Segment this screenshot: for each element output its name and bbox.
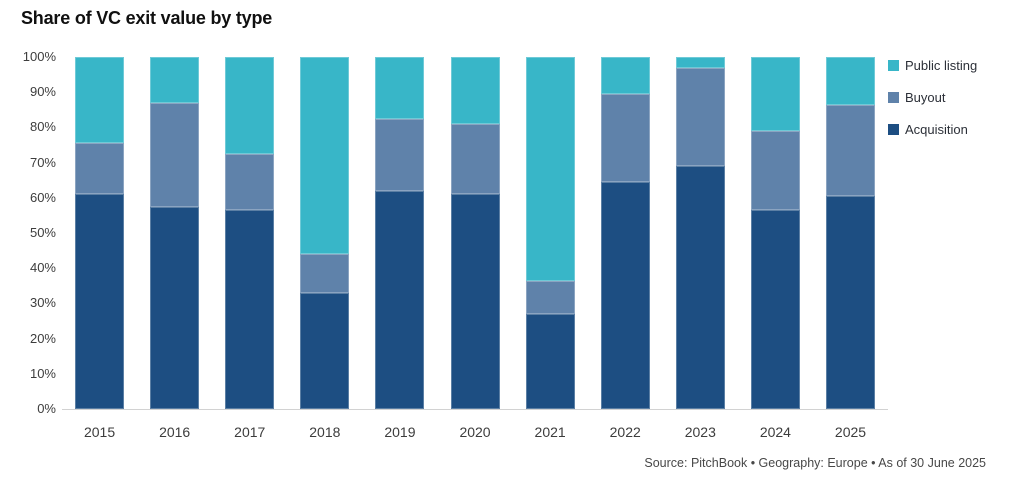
x-axis-label: 2018 [309,424,341,440]
legend-swatch-buyout [888,91,899,103]
segment-acquisition [675,166,725,409]
y-tick-label: 80% [29,119,56,135]
segment-buyout [375,118,425,191]
segment-buyout [675,67,725,167]
bar-group-2024 [738,57,813,409]
segment-acquisition [825,196,875,409]
stacked-bar-2017 [225,57,275,409]
segment-buyout [825,104,875,197]
stacked-bar-2019 [375,57,425,409]
plot-area [62,57,888,410]
legend-swatch-public-listing [888,59,899,71]
bar-group-2016 [137,57,212,409]
chart-title: Share of VC exit value by type [21,8,273,28]
x-axis-label: 2016 [159,424,191,440]
y-tick-label: 30% [29,295,56,311]
x-axis-line [62,409,888,410]
bar-group-2015 [62,57,137,409]
stacked-bar-2024 [750,57,800,409]
legend-item-buyout: Buyout [888,89,977,105]
segment-public-listing [300,57,350,255]
bar-group-2025 [813,57,888,409]
legend-item-acquisition: Acquisition [888,121,977,137]
segment-public-listing [825,57,875,105]
segment-acquisition [75,194,125,409]
segment-public-listing [450,57,500,124]
stacked-bar-2016 [150,57,200,409]
legend-swatch-acquisition [888,123,899,135]
source-note: Source: PitchBook • Geography: Europe • … [644,456,986,470]
stacked-bar-2018 [300,57,350,409]
bar-group-2023 [663,57,738,409]
segment-buyout [450,123,500,195]
x-axis-labels: 2015 2016 2017 2018 2019 2020 2021 2022 2023 2024… [62,424,888,440]
segment-buyout [600,93,650,182]
x-axis-label: 2017 [234,424,266,440]
segment-acquisition [375,190,425,409]
x-axis-label: 2021 [534,424,566,440]
segment-acquisition [450,194,500,409]
x-axis-label: 2015 [83,424,116,440]
x-axis-label: 2023 [684,424,716,440]
segment-public-listing [225,57,275,154]
x-axis-label: 2025 [834,424,867,440]
segment-buyout [225,153,275,211]
bar-group-2018 [287,57,362,409]
y-tick-label: 40% [29,260,56,276]
legend-label: Public listing [905,57,978,73]
segment-acquisition [750,210,800,409]
x-axis-label: 2020 [459,424,491,440]
x-axis-label: 2024 [759,424,791,440]
bar-group-2022 [588,57,663,409]
segment-buyout [150,102,200,207]
x-axis-label: 2019 [384,424,416,440]
x-axis-label: 2022 [609,424,641,440]
y-tick-label: 100% [22,49,56,64]
y-axis: 100% 90% 80% 70% 60% 50% 40% 30% 20% 10% 0% [0,50,56,416]
stacked-bar-2015 [75,57,125,409]
legend: Public listing Buyout Acquisition [888,57,977,153]
y-tick-label: 90% [29,84,56,100]
y-tick-label: 10% [29,365,56,381]
bar-group-2021 [513,57,588,409]
y-tick-label: 50% [29,225,56,240]
legend-item-public-listing: Public listing [888,57,977,73]
segment-public-listing [600,57,650,94]
segment-public-listing [675,57,725,68]
y-tick-label: 20% [29,330,56,346]
stacked-bar-2023 [675,57,725,409]
bar-group-2019 [362,57,437,409]
segment-acquisition [525,313,575,409]
segment-acquisition [225,210,275,409]
segment-buyout [525,280,575,314]
bar-group-2017 [212,57,287,409]
bars-container [62,57,888,409]
segment-public-listing [75,57,125,144]
stacked-bar-2025 [825,57,875,409]
y-tick-label: 0% [37,401,56,416]
segment-acquisition [300,292,350,409]
stacked-bar-2020 [450,57,500,409]
segment-buyout [750,130,800,211]
segment-public-listing [375,57,425,119]
segment-acquisition [150,206,200,409]
y-tick-label: 60% [29,189,56,205]
segment-buyout [75,143,125,195]
segment-acquisition [600,181,650,409]
y-tick-label: 70% [29,154,56,170]
stacked-bar-2022 [600,57,650,409]
bar-group-2020 [437,57,512,409]
segment-buyout [300,254,350,293]
stacked-bar-2021 [525,57,575,409]
segment-public-listing [750,57,800,131]
segment-public-listing [150,57,200,103]
legend-label: Acquisition [905,121,968,137]
legend-label: Buyout [905,89,946,105]
segment-public-listing [525,57,575,281]
